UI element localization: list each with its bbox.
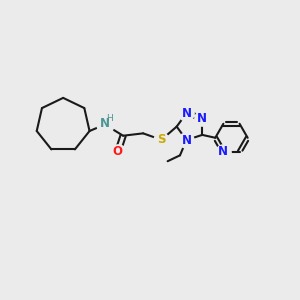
Text: N: N: [197, 112, 207, 125]
Text: N: N: [100, 117, 110, 130]
Text: S: S: [157, 133, 166, 146]
Text: N: N: [218, 145, 228, 158]
Text: N: N: [182, 134, 191, 146]
Text: H: H: [106, 113, 113, 122]
Text: O: O: [113, 146, 123, 158]
Text: N: N: [182, 106, 191, 120]
